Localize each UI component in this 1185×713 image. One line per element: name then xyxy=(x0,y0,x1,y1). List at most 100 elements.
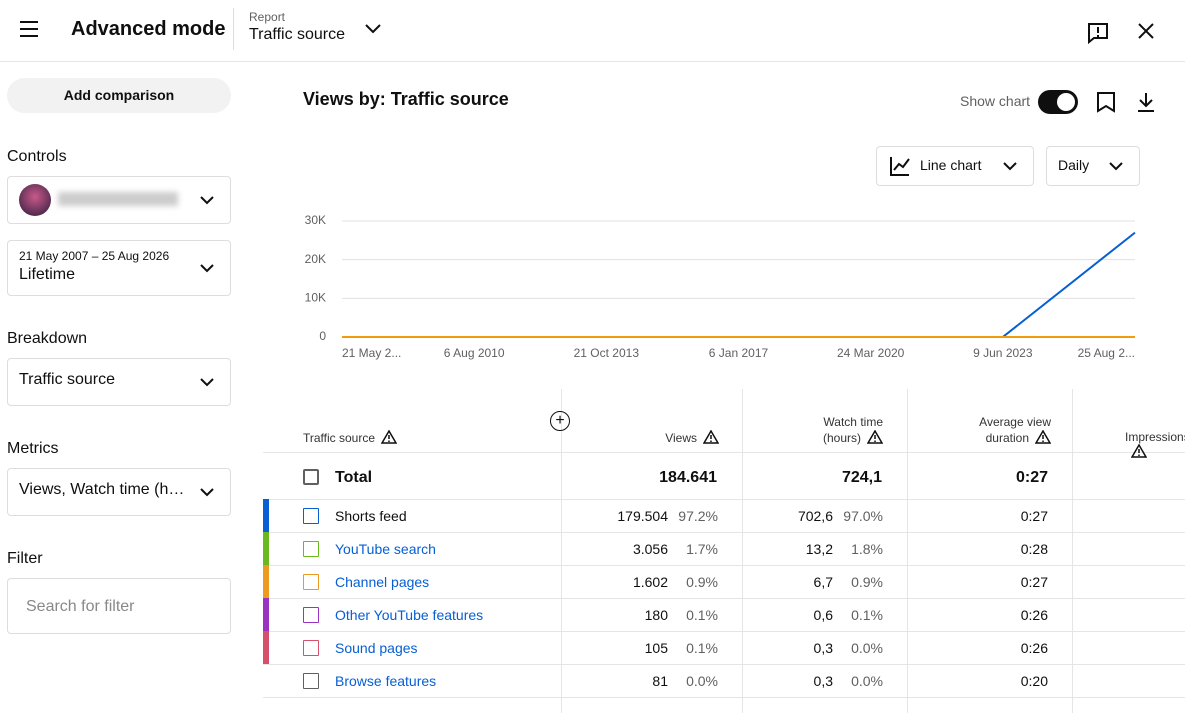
channel-select[interactable] xyxy=(7,176,231,224)
breakdown-select[interactable] xyxy=(7,358,231,406)
date-select[interactable] xyxy=(7,240,231,296)
views-share: 0.1% xyxy=(686,607,718,623)
x-tick-label: 24 Mar 2020 xyxy=(837,346,905,360)
checkbox[interactable] xyxy=(303,541,319,557)
column-header[interactable]: Average view duration xyxy=(943,414,1052,446)
watch-time: 0,6 xyxy=(813,607,833,623)
row-divider xyxy=(263,565,1185,566)
x-tick-label: 6 Aug 2010 xyxy=(444,346,505,360)
feedback-icon[interactable] xyxy=(1086,21,1110,45)
header-border xyxy=(0,61,1185,62)
column-header[interactable]: Impressions xyxy=(1125,430,1185,459)
chevron[interactable] xyxy=(1108,160,1124,172)
download-icon[interactable] xyxy=(1136,91,1156,113)
x-tick-label: 21 May 2... xyxy=(342,346,401,360)
metrics-label: Metrics xyxy=(7,440,59,457)
total-views: 184.641 xyxy=(659,469,717,486)
row-divider xyxy=(263,598,1185,599)
chart-type-value: Line chart xyxy=(920,157,982,173)
column-header-text: Average view duration xyxy=(979,415,1051,445)
metrics-value: Views, Watch time (h… xyxy=(19,481,185,498)
watch-time: 702,6 xyxy=(797,508,833,524)
filter-label: Filter xyxy=(7,550,43,567)
views: 81 xyxy=(652,673,668,689)
x-tick-label: 9 Jun 2023 xyxy=(973,346,1033,360)
interval-select[interactable] xyxy=(1046,146,1140,186)
channel-avatar xyxy=(19,184,51,216)
views: 105 xyxy=(644,640,668,656)
menu-icon[interactable] xyxy=(18,19,40,39)
checkbox[interactable] xyxy=(303,673,319,689)
chevron[interactable] xyxy=(199,486,215,498)
total-label: Total xyxy=(335,469,373,486)
column-header-text: Impressions xyxy=(1125,430,1185,444)
checkbox[interactable] xyxy=(303,607,319,623)
column-header-text: Views xyxy=(665,431,697,445)
chevron[interactable] xyxy=(1002,160,1018,172)
avg-duration: 0:27 xyxy=(1020,508,1048,524)
add-column-icon[interactable]: + xyxy=(550,411,570,431)
row-divider xyxy=(263,664,1185,665)
breakdown-value: Traffic source xyxy=(19,371,116,388)
column-header[interactable]: Watch time (hours) xyxy=(783,414,884,446)
close-icon[interactable] xyxy=(1137,22,1155,40)
avg-duration: 0:27 xyxy=(1020,574,1048,590)
total-avg-duration: 0:27 xyxy=(1015,469,1048,486)
y-tick-label: 20K xyxy=(305,252,326,266)
line-chart: 0 10K 20K 30K 21 May 2... 6 Aug 2010 21 Oct 20… xyxy=(305,213,1136,360)
x-tick-label: 6 Jan 2017 xyxy=(709,346,769,360)
column-divider xyxy=(742,389,743,713)
row-color-bar xyxy=(263,565,269,598)
views-share: 0.9% xyxy=(686,574,718,590)
row-name: Shorts feed xyxy=(335,508,407,524)
row-name[interactable]: Channel pages xyxy=(335,574,430,590)
chevron[interactable] xyxy=(199,194,215,206)
watch-share: 1.8% xyxy=(851,541,883,557)
chart-type-select[interactable] xyxy=(876,146,1034,186)
column-header-text: Traffic source xyxy=(303,431,376,445)
chevron[interactable] xyxy=(199,262,215,274)
column-divider xyxy=(561,389,562,713)
breakdown-label: Breakdown xyxy=(7,330,88,347)
show-chart-toggle[interactable] xyxy=(1037,89,1079,115)
views-share: 1.7% xyxy=(686,541,718,557)
column-header-text: Watch time (hours) xyxy=(822,415,883,445)
watch-time: 6,7 xyxy=(813,574,833,590)
series-line xyxy=(342,231,1136,338)
row-divider xyxy=(263,631,1185,632)
filter-input[interactable] xyxy=(7,578,231,634)
row-color-bar xyxy=(263,532,269,565)
report-value[interactable]: Traffic source xyxy=(249,26,346,43)
line-chart-icon xyxy=(890,157,910,176)
total-watch-time: 724,1 xyxy=(841,469,882,486)
x-tick-label: 21 Oct 2013 xyxy=(574,346,640,360)
show-chart-label: Show chart xyxy=(960,93,1031,109)
avg-duration: 0:26 xyxy=(1020,607,1048,623)
watch-time: 0,3 xyxy=(813,640,833,656)
row-name[interactable]: YouTube search xyxy=(335,541,436,557)
x-tick-label: 25 Aug 2... xyxy=(1078,346,1135,360)
row-name[interactable]: Other YouTube features xyxy=(335,607,484,623)
data-table: Traffic source + Views Watch time (hours) Av… xyxy=(263,389,1185,713)
add-comparison-button[interactable]: Add comparison xyxy=(7,78,231,113)
watch-share: 0.0% xyxy=(851,673,883,689)
row-name[interactable]: Browse features xyxy=(335,673,437,689)
checkbox[interactable] xyxy=(303,469,319,485)
y-tick-label: 10K xyxy=(305,291,326,305)
checkbox[interactable] xyxy=(303,508,319,524)
chevron[interactable] xyxy=(199,376,215,388)
metrics-select[interactable] xyxy=(7,468,231,516)
watch-share: 0.1% xyxy=(851,607,883,623)
checkbox[interactable] xyxy=(303,574,319,590)
column-header[interactable]: Views xyxy=(593,429,720,445)
row-name[interactable]: Sound pages xyxy=(335,640,418,656)
y-tick-label: 0 xyxy=(319,329,326,343)
checkbox[interactable] xyxy=(303,640,319,656)
chevron[interactable] xyxy=(364,22,382,36)
date-period: Lifetime xyxy=(19,266,76,283)
row-color-bar xyxy=(263,631,269,664)
filter-placeholder: Search for filter xyxy=(26,598,135,615)
bookmark-icon[interactable] xyxy=(1096,91,1116,113)
column-header[interactable]: Traffic source xyxy=(303,429,398,445)
